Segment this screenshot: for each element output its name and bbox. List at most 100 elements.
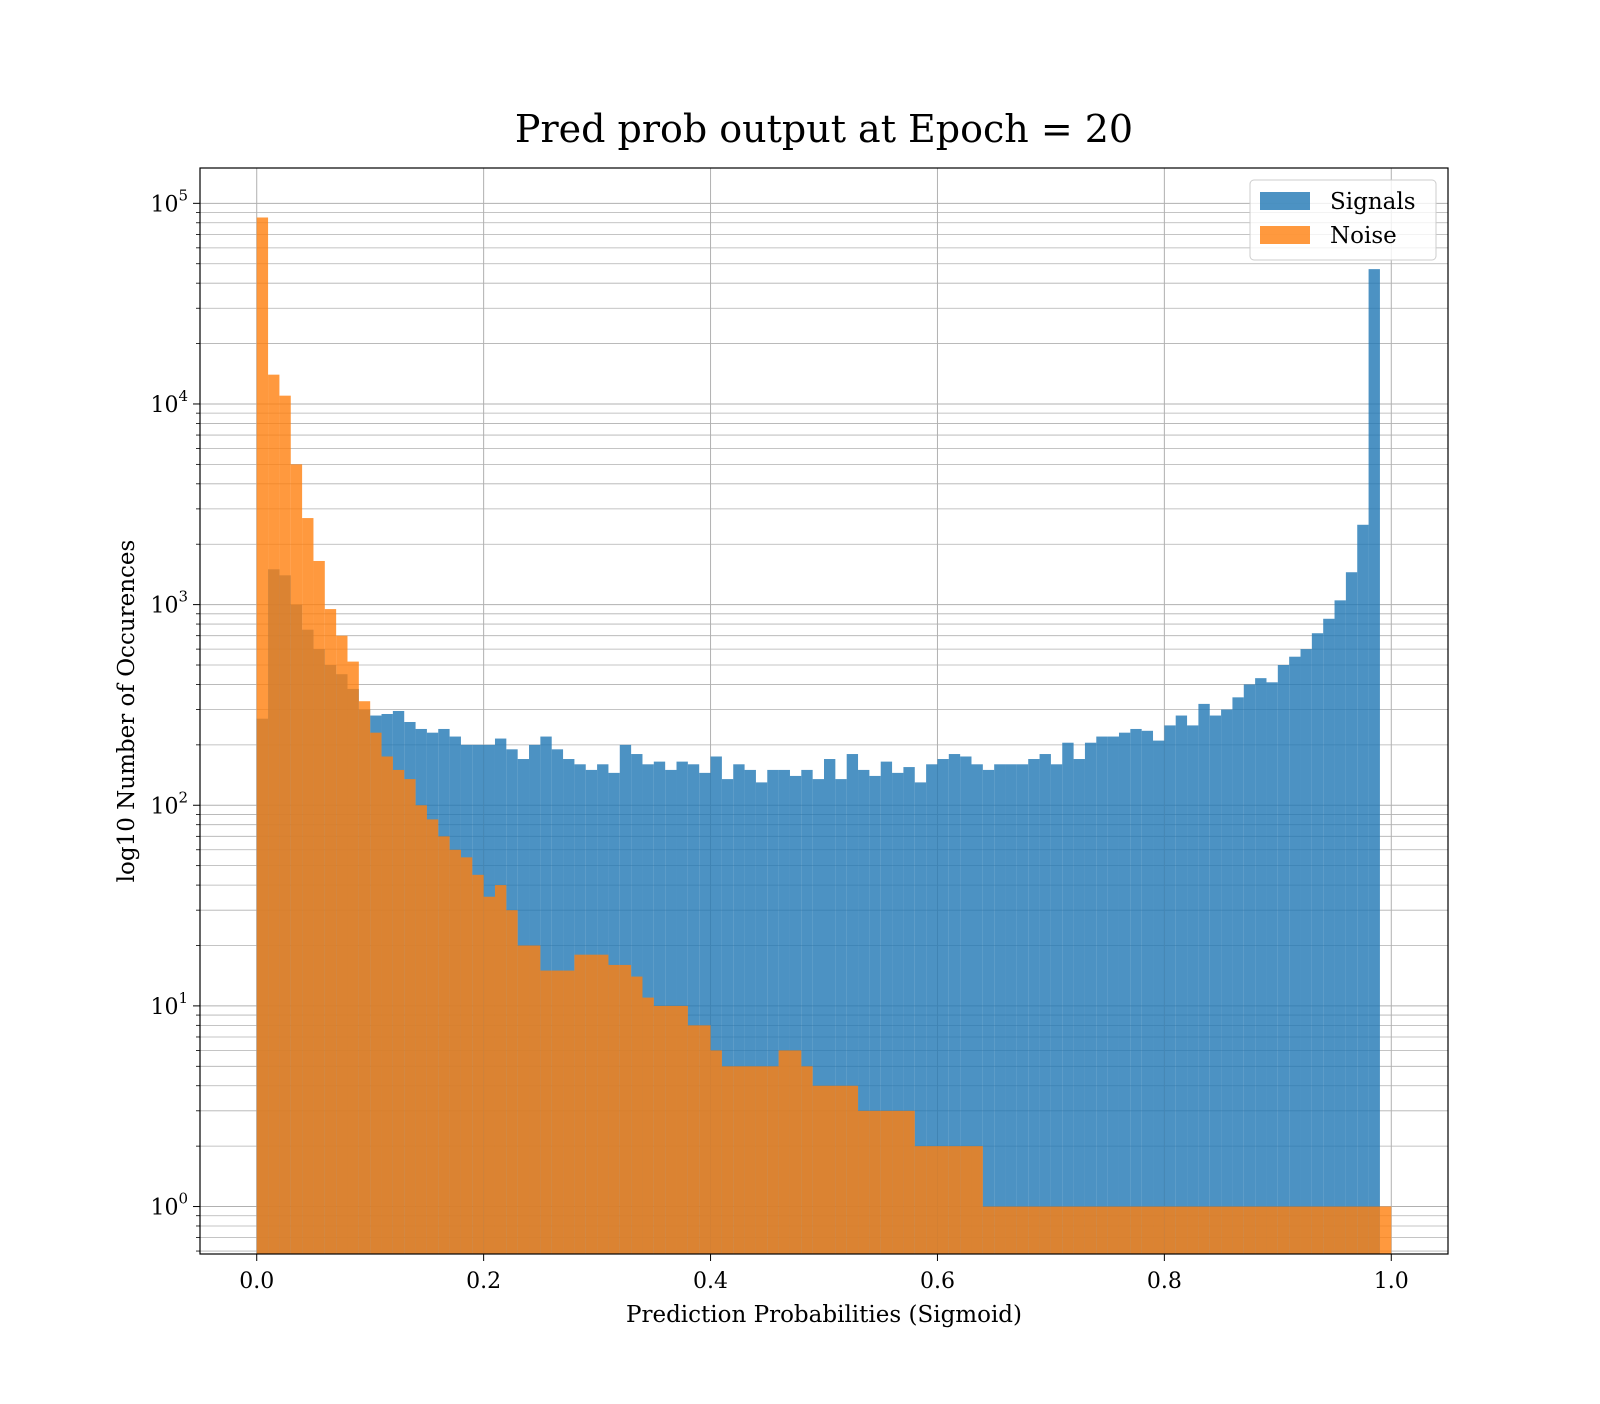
legend-label-noise: Noise <box>1330 223 1397 249</box>
bar-noise <box>1221 1206 1233 1254</box>
bar-signals <box>948 754 961 1254</box>
bar-signals <box>1016 764 1029 1254</box>
bar-noise <box>733 1066 745 1254</box>
bar-noise <box>404 779 416 1254</box>
x-axis-label: Prediction Probabilities (Sigmoid) <box>626 1302 1022 1328</box>
bar-noise <box>812 1085 824 1254</box>
y-tick-label: 104 <box>150 387 188 418</box>
bar-signals <box>778 769 790 1254</box>
bar-noise <box>880 1110 893 1254</box>
bar-noise <box>676 1005 688 1254</box>
x-tick-label: 0.0 <box>239 1269 274 1294</box>
legend: Signals Noise <box>1249 179 1437 261</box>
bar-noise <box>801 1066 813 1254</box>
y-tick-label: 100 <box>150 1190 188 1221</box>
bar-noise <box>256 217 269 1255</box>
bar-noise <box>585 954 598 1254</box>
plot-frame <box>199 167 1449 1255</box>
bar-noise <box>619 964 632 1254</box>
bar-noise <box>824 1085 836 1254</box>
bar-signals <box>1130 728 1142 1254</box>
bar-noise <box>1118 1206 1131 1254</box>
bar-noise <box>1005 1206 1017 1254</box>
bar-noise <box>460 857 473 1254</box>
bar-signals <box>1345 572 1358 1254</box>
x-tick-label: 0.4 <box>693 1269 728 1294</box>
bar-signals <box>914 782 927 1254</box>
bar-noise <box>1153 1206 1165 1254</box>
bar-noise <box>1379 1206 1392 1254</box>
bar-noise <box>438 836 450 1254</box>
bar-noise <box>1050 1206 1063 1254</box>
bar-signals <box>1221 709 1233 1254</box>
bar-noise <box>631 976 643 1254</box>
bar-noise <box>994 1206 1006 1254</box>
bar-noise <box>1334 1206 1346 1254</box>
bar-signals <box>1357 524 1369 1254</box>
bar-signals <box>1243 684 1256 1254</box>
bar-noise <box>1243 1206 1256 1254</box>
y-tick-label: 102 <box>150 788 188 819</box>
bar-signals <box>1266 682 1278 1254</box>
bar-noise <box>1357 1206 1369 1254</box>
bar-signals <box>960 756 972 1254</box>
bar-signals <box>767 769 779 1254</box>
bar-noise <box>336 635 348 1254</box>
bar-signals <box>1084 742 1097 1254</box>
bar-noise <box>699 1025 711 1254</box>
bar-signals <box>1028 759 1040 1254</box>
bar-signals <box>1334 600 1346 1254</box>
bar-signals <box>835 779 847 1254</box>
bar-signals <box>1153 740 1165 1254</box>
bar-noise <box>1175 1206 1188 1254</box>
bar-signals <box>1073 759 1085 1254</box>
legend-swatch-noise <box>1260 226 1310 244</box>
bar-noise <box>869 1110 881 1254</box>
bar-noise <box>665 1005 677 1254</box>
bar-signals <box>971 764 983 1254</box>
bar-noise <box>313 560 325 1254</box>
bar-noise <box>517 945 530 1254</box>
bar-noise <box>971 1146 983 1254</box>
bar-noise <box>608 964 620 1254</box>
bar-noise <box>960 1146 972 1254</box>
x-tick-label: 0.2 <box>466 1269 501 1294</box>
bar-noise <box>347 661 359 1254</box>
legend-swatch-signals <box>1260 192 1310 210</box>
bar-noise <box>937 1146 949 1254</box>
bar-noise <box>1107 1206 1119 1254</box>
bar-noise <box>472 874 484 1254</box>
bar-noise <box>290 464 303 1254</box>
bar-noise <box>1198 1206 1210 1254</box>
histogram-bars <box>256 217 1392 1255</box>
bar-noise <box>392 769 405 1254</box>
bar-noise <box>415 805 427 1254</box>
bar-noise <box>653 1005 666 1254</box>
bar-signals <box>1164 725 1176 1254</box>
bar-signals <box>1368 269 1380 1254</box>
bar-noise <box>858 1110 870 1254</box>
chart-title: Pred prob output at Epoch = 20 <box>515 107 1133 151</box>
bar-signals <box>721 779 734 1254</box>
bar-noise <box>302 518 314 1254</box>
bar-noise <box>1277 1206 1290 1254</box>
bar-noise <box>1187 1206 1199 1254</box>
bar-noise <box>1073 1206 1085 1254</box>
bar-noise <box>529 945 541 1254</box>
bar-signals <box>1198 703 1210 1254</box>
bar-signals <box>1277 665 1290 1254</box>
bar-noise <box>483 896 495 1254</box>
bar-noise <box>1300 1206 1312 1254</box>
bar-signals <box>1323 618 1335 1254</box>
bar-noise <box>1130 1206 1142 1254</box>
bar-signals <box>824 759 836 1254</box>
bar-signals <box>892 772 904 1254</box>
bar-noise <box>324 609 337 1254</box>
bar-signals <box>1209 715 1222 1254</box>
bar-signals <box>858 769 870 1254</box>
bar-signals <box>733 764 745 1254</box>
bar-noise <box>381 756 393 1254</box>
bar-noise <box>1096 1206 1108 1254</box>
y-tick-label: 103 <box>150 588 188 619</box>
